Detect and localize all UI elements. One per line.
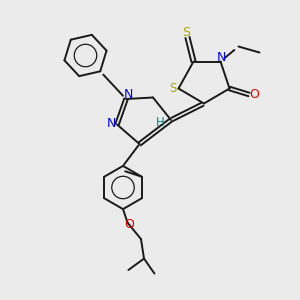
Text: H: H [156,116,165,130]
Text: N: N [217,51,226,64]
Text: O: O [250,88,259,101]
Text: N: N [123,88,133,101]
Text: S: S [169,82,177,95]
Text: S: S [182,26,190,39]
Text: O: O [124,218,134,231]
Text: N: N [106,117,116,130]
